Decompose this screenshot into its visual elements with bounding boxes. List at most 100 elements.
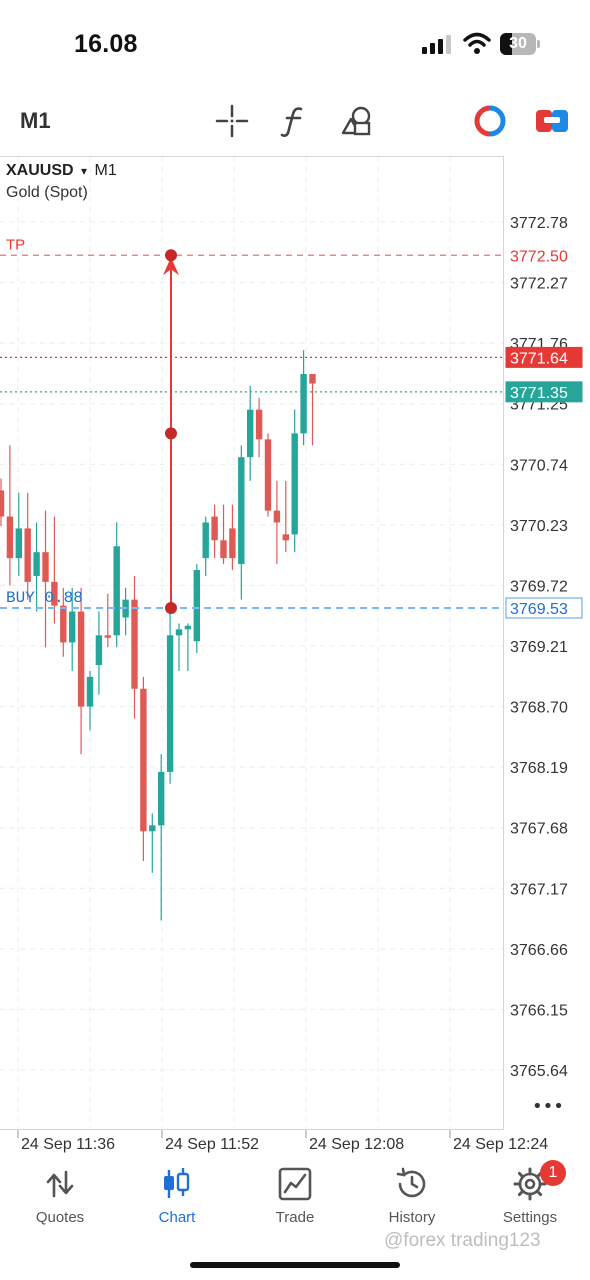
candle-bearish bbox=[140, 688, 147, 832]
price-axis-tick: 3772.78 bbox=[510, 215, 568, 232]
candle-bullish bbox=[193, 569, 200, 642]
time-axis-tick: 24 Sep 12:08 bbox=[309, 1136, 404, 1153]
settings-notification-badge: 1 bbox=[540, 1160, 566, 1186]
price-axis-tick: 3767.68 bbox=[510, 821, 568, 838]
trade-arrow-handle bbox=[165, 427, 177, 440]
trade-arrow-handle bbox=[165, 601, 177, 614]
home-indicator bbox=[190, 1262, 400, 1268]
timeframe-button[interactable]: M1 bbox=[20, 108, 51, 133]
status-time: 16.08 bbox=[74, 30, 138, 58]
candle-bullish bbox=[33, 552, 40, 576]
history-clock-icon bbox=[396, 1167, 426, 1198]
chart-area[interactable] bbox=[0, 156, 504, 1130]
nav-label-chart: Chart bbox=[158, 1209, 196, 1226]
candle-bullish bbox=[202, 522, 209, 559]
price-axis-tick: 3768.19 bbox=[510, 760, 568, 777]
symbol-description: Gold (Spot) bbox=[6, 184, 88, 201]
watermark-text: @forex trading123 bbox=[384, 1230, 541, 1251]
candle-bullish bbox=[86, 676, 94, 707]
price-axis-tick: 3766.15 bbox=[510, 1002, 568, 1019]
symbol-ticker: XAUUSD bbox=[6, 162, 74, 179]
tp-price-marker-text: 3772.50 bbox=[510, 248, 568, 265]
candle-bullish bbox=[291, 433, 298, 535]
price-axis-tick: 3770.74 bbox=[510, 457, 568, 474]
candle-bearish bbox=[51, 581, 58, 606]
battery-icon: 30 bbox=[500, 33, 540, 55]
trade-arrow-handle bbox=[165, 249, 177, 262]
candle-bullish bbox=[113, 546, 120, 636]
candle-bullish bbox=[95, 635, 103, 666]
take-profit-label: TP bbox=[6, 236, 25, 253]
cellular-signal-icon bbox=[422, 35, 451, 54]
dropdown-arrow-icon: ▾ bbox=[81, 164, 88, 178]
candle-bearish bbox=[220, 540, 227, 559]
candle-bearish bbox=[211, 516, 218, 541]
candle-bearish bbox=[309, 374, 316, 384]
ask-price-marker-text: 3771.64 bbox=[510, 350, 568, 367]
ask-price-marker-box bbox=[505, 346, 583, 368]
buy-position-label: BUY 0.88 bbox=[6, 589, 83, 607]
candle-bearish bbox=[104, 635, 111, 638]
buy-price-marker-box bbox=[505, 597, 583, 619]
price-axis-tick: 3765.64 bbox=[510, 1063, 568, 1080]
chart-symbol[interactable]: XAUUSD ▾ M1 bbox=[6, 162, 117, 180]
candle-bullish bbox=[149, 825, 156, 832]
price-axis-tick: 3768.70 bbox=[510, 700, 568, 717]
buy-price-marker-text: 3769.53 bbox=[510, 601, 568, 618]
nav-label-trade: Trade bbox=[275, 1209, 315, 1226]
objects-icon[interactable] bbox=[340, 104, 374, 138]
price-axis-tick: 3767.17 bbox=[510, 881, 568, 898]
quotes-arrows-icon bbox=[46, 1170, 74, 1198]
candle-bearish bbox=[6, 516, 14, 559]
candle-bearish bbox=[24, 528, 31, 582]
price-axis-tick: 3772.27 bbox=[510, 276, 568, 293]
candle-bullish bbox=[175, 629, 183, 636]
price-axis-tick: 3766.66 bbox=[510, 942, 568, 959]
candle-bullish bbox=[247, 409, 254, 458]
nav-trade[interactable]: Trade bbox=[240, 1162, 350, 1232]
price-axis-tick: 3769.72 bbox=[510, 578, 568, 595]
candle-bearish bbox=[264, 439, 272, 511]
candle-bullish bbox=[184, 625, 192, 630]
symbol-timeframe: M1 bbox=[94, 162, 117, 179]
candle-bearish bbox=[77, 611, 85, 707]
more-options-button[interactable]: ••• bbox=[532, 1096, 564, 1117]
candlestick-chart-icon bbox=[164, 1168, 190, 1198]
candle-bearish bbox=[229, 528, 236, 559]
candle-bullish bbox=[15, 528, 22, 559]
time-axis-tick: 24 Sep 11:52 bbox=[165, 1136, 259, 1153]
bid-price-marker-text: 3771.35 bbox=[510, 385, 568, 402]
candle-bearish bbox=[282, 534, 289, 541]
tp-price-marker-box bbox=[505, 244, 583, 266]
crosshair-icon[interactable] bbox=[215, 104, 249, 138]
price-chart[interactable]: 3772.783772.273771.763771.253770.743770.… bbox=[0, 0, 590, 1160]
settings-gear-icon bbox=[513, 1167, 547, 1201]
nav-label-history: History bbox=[388, 1209, 436, 1226]
candle-bearish bbox=[255, 409, 263, 440]
candle-bullish bbox=[166, 635, 174, 772]
nav-history[interactable]: History bbox=[357, 1162, 467, 1232]
trade-arrow-head bbox=[163, 257, 179, 276]
candle-bearish bbox=[60, 605, 67, 643]
nav-settings[interactable]: Settings bbox=[475, 1162, 585, 1232]
time-axis-tick: 24 Sep 12:24 bbox=[453, 1136, 548, 1153]
wifi-icon bbox=[463, 32, 491, 54]
candle-bearish bbox=[131, 599, 138, 689]
price-axis-tick: 3770.23 bbox=[510, 518, 568, 535]
trade-panel-icon[interactable] bbox=[535, 104, 569, 138]
candle-bearish bbox=[42, 552, 49, 582]
candle-bearish bbox=[273, 510, 281, 523]
battery-level: 30 bbox=[509, 35, 527, 52]
trade-chart-icon bbox=[278, 1167, 312, 1201]
bid-price-marker-box bbox=[505, 381, 583, 403]
candle-bullish bbox=[69, 611, 76, 643]
price-axis-tick: 3769.21 bbox=[510, 639, 568, 656]
nav-label-settings: Settings bbox=[502, 1209, 558, 1226]
nav-quotes[interactable]: Quotes bbox=[5, 1162, 115, 1232]
one-click-trading-icon[interactable] bbox=[473, 104, 507, 138]
candle-bearish bbox=[0, 490, 5, 517]
time-axis-tick: 24 Sep 11:36 bbox=[21, 1136, 115, 1153]
candle-bullish bbox=[158, 771, 165, 826]
nav-chart[interactable]: Chart bbox=[122, 1162, 232, 1232]
indicators-icon[interactable] bbox=[277, 104, 311, 138]
